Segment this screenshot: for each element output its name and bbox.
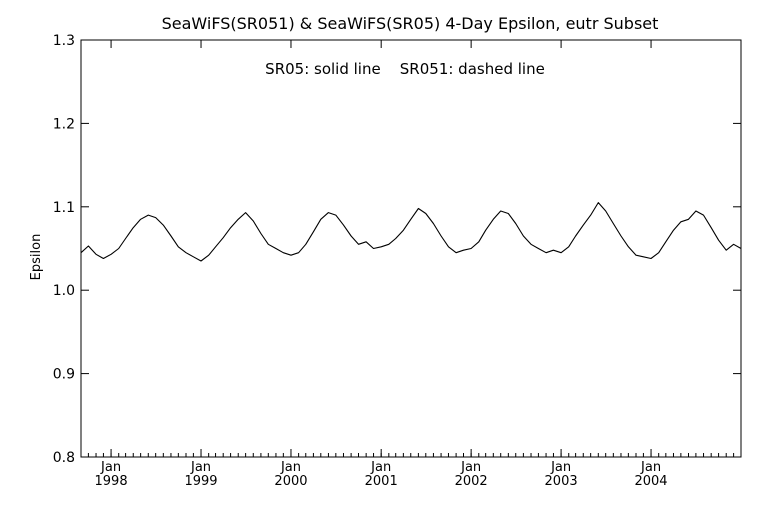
series-group [80, 202, 742, 262]
y-tick-label: 0.9 [53, 367, 75, 383]
x-tick-month: Jan [280, 460, 301, 475]
x-tick-month: Jan [460, 460, 481, 475]
y-tick-label: 1.3 [53, 33, 75, 49]
y-tick-label: 0.8 [53, 450, 75, 466]
x-tick-month: Jan [100, 460, 121, 475]
y-axis-label: Epsilon [29, 234, 44, 281]
chart-title: SeaWiFS(SR051) & SeaWiFS(SR05) 4-Day Eps… [162, 14, 659, 33]
x-tick-year: 2002 [455, 474, 488, 489]
y-tick-label: 1.0 [53, 283, 75, 299]
x-tick-month: Jan [640, 460, 661, 475]
x-tick-month: Jan [370, 460, 391, 475]
x-axis: Jan1998Jan1999Jan2000Jan2001Jan2002Jan20… [80, 40, 735, 489]
y-tick-label: 1.1 [53, 200, 75, 216]
x-tick-year: 2004 [634, 474, 667, 489]
x-tick-month: Jan [550, 460, 571, 475]
x-tick-year: 2003 [545, 474, 578, 489]
line-style-note: SR05: solid line SR051: dashed line [265, 60, 545, 78]
x-tick-month: Jan [190, 460, 211, 475]
series-line [80, 202, 742, 262]
y-tick-label: 1.2 [53, 116, 75, 132]
x-tick-year: 1999 [184, 474, 217, 489]
x-tick-year: 2000 [274, 474, 307, 489]
y-axis: 0.8 0.9 1.0 1.1 1.2 1.3 [53, 33, 741, 466]
x-tick-year: 1998 [95, 474, 128, 489]
x-tick-year: 2001 [365, 474, 398, 489]
